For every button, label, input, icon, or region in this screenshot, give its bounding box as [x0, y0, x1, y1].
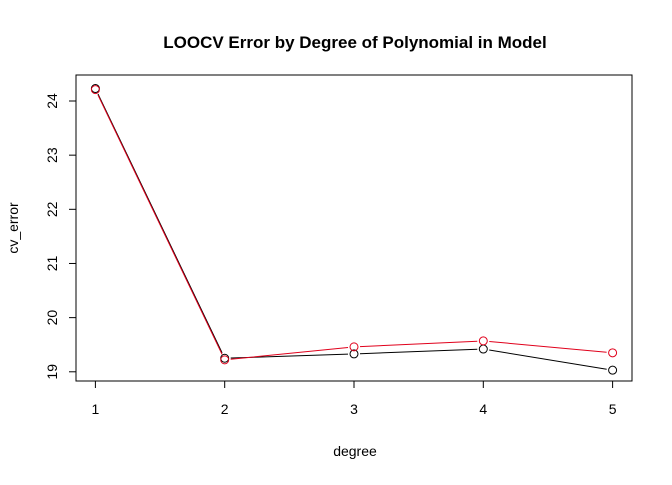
y-axis: 19 20 21 22 23 24	[44, 93, 77, 380]
x-tick-label: 3	[350, 401, 358, 417]
series-1-segment	[359, 348, 478, 355]
chart-title: LOOCV Error by Degree of Polynomial in M…	[163, 33, 547, 52]
series-1-point	[608, 365, 618, 375]
series-2-point	[608, 348, 618, 358]
series-2-segment	[230, 346, 349, 360]
y-tick-label: 23	[44, 147, 60, 163]
series-2-point	[349, 342, 359, 352]
plot-box	[75, 74, 633, 382]
series-2-segment	[359, 340, 478, 348]
x-tick-label: 4	[479, 401, 487, 417]
y-axis-label: cv_error	[5, 202, 21, 254]
x-tick-label: 2	[221, 401, 229, 417]
series-2-point	[478, 336, 488, 346]
x-axis: 1 2 3 4 5	[91, 380, 617, 417]
series-1-point	[349, 349, 359, 359]
series-2-point	[220, 355, 230, 365]
series-1-segment	[489, 349, 607, 370]
series-1-segment	[97, 93, 223, 354]
y-tick-label: 22	[44, 201, 60, 217]
series-layer	[90, 84, 618, 375]
y-tick-label: 19	[44, 364, 60, 380]
series-2-segment	[97, 94, 223, 355]
series-1-point	[478, 344, 488, 354]
y-tick-label: 21	[44, 255, 60, 271]
x-tick-label: 1	[91, 401, 99, 417]
x-tick-label: 5	[609, 401, 617, 417]
series-2-segment	[489, 340, 607, 353]
x-axis-label: degree	[333, 443, 377, 459]
series-2-point	[90, 85, 100, 95]
y-tick-label: 24	[44, 93, 60, 109]
y-tick-label: 20	[44, 310, 60, 326]
